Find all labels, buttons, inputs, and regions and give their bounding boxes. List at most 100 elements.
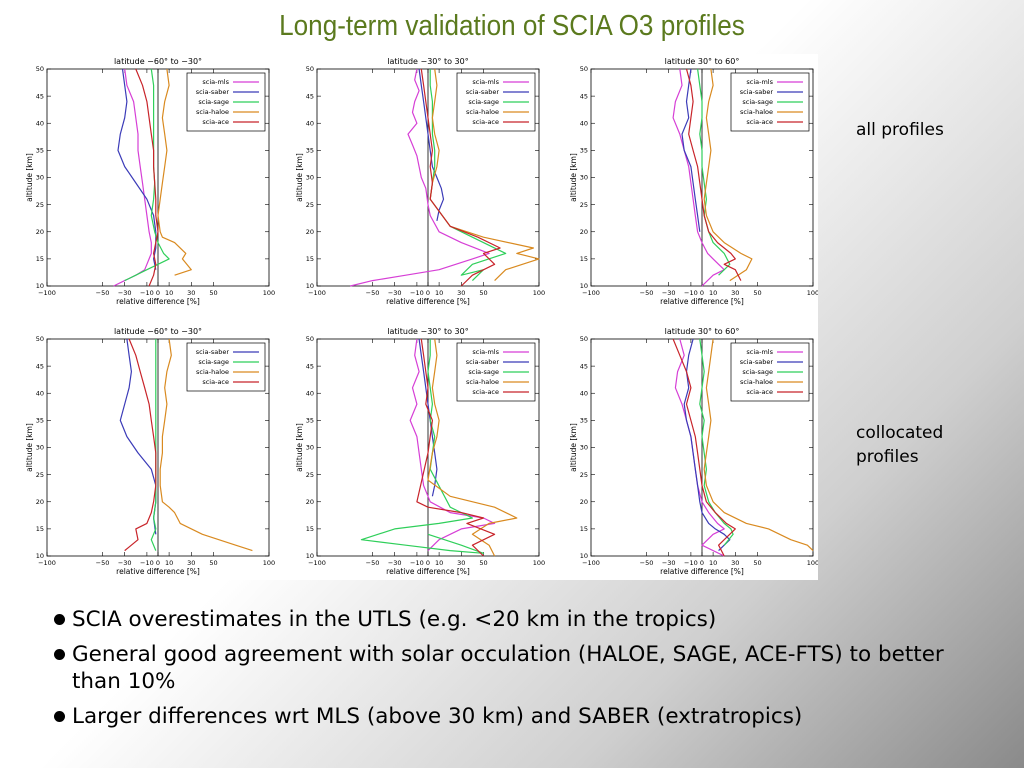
y-tick-label: 45 bbox=[306, 362, 314, 370]
series-line-scia-mls bbox=[350, 68, 490, 287]
y-tick-label: 50 bbox=[36, 65, 44, 73]
series-line-scia-ace bbox=[672, 338, 736, 557]
x-tick-label: 0 bbox=[700, 289, 704, 297]
x-tick-label: 10 bbox=[165, 289, 173, 297]
series-line-scia-mls bbox=[674, 338, 725, 557]
bullet-text: General good agreement with solar occula… bbox=[72, 642, 944, 694]
profile-panel: −100 −50 −30 −10 0 10 30 50 10010152025303540455… bbox=[25, 57, 275, 306]
x-tick-label: 0 bbox=[426, 559, 430, 567]
x-tick-label: 10 bbox=[165, 559, 173, 567]
profile-panel: −100 −50 −30 −10 0 10 30 50 10010152025303540455… bbox=[25, 327, 275, 576]
x-tick-label: −100 bbox=[38, 559, 56, 567]
chart-title: latitude −30° to 30° bbox=[387, 57, 468, 66]
legend-entry: scia-saber bbox=[466, 358, 500, 366]
x-tick-label: 50 bbox=[479, 559, 487, 567]
bullet-text: Larger differences wrt MLS (above 30 km)… bbox=[72, 704, 803, 729]
y-tick-label: 15 bbox=[580, 525, 588, 533]
legend-entry: scia-sage bbox=[198, 98, 229, 106]
x-tick-label: −50 bbox=[366, 559, 380, 567]
x-tick-label: 100 bbox=[533, 289, 545, 297]
x-tick-label: 100 bbox=[533, 559, 545, 567]
legend-entry: scia-ace bbox=[202, 118, 229, 126]
y-tick-label: 30 bbox=[36, 444, 44, 452]
series-line-scia-saber bbox=[681, 68, 701, 232]
legend-entry: scia-haloe bbox=[466, 108, 499, 116]
validation-figure: −100 −50 −30 −10 0 10 30 50 100 10 15 20 25 30 35 40 45 5… bbox=[22, 54, 818, 580]
legend-entry: scia-mls bbox=[746, 78, 773, 86]
legend-entry: scia-saber bbox=[740, 358, 774, 366]
y-tick-label: 30 bbox=[580, 444, 588, 452]
x-tick-label: 30 bbox=[731, 289, 739, 297]
y-tick-label: 30 bbox=[306, 444, 314, 452]
y-tick-label: 40 bbox=[306, 389, 314, 397]
y-tick-label: 15 bbox=[306, 255, 314, 263]
row-label-collocated-profiles: collocated profiles bbox=[856, 423, 944, 467]
x-tick-label: −30 bbox=[388, 289, 402, 297]
x-tick-label: −10 bbox=[410, 559, 424, 567]
chart-title: latitude 30° to 60° bbox=[665, 327, 740, 336]
x-tick-label: −50 bbox=[96, 289, 110, 297]
x-tick-label: 10 bbox=[709, 559, 717, 567]
x-axis-label: relative difference [%] bbox=[386, 567, 470, 576]
y-axis-label: altitude [km] bbox=[25, 153, 34, 202]
x-tick-label: 100 bbox=[807, 289, 818, 297]
y-tick-label: 40 bbox=[580, 119, 588, 127]
y-tick-label: 10 bbox=[36, 282, 44, 290]
y-tick-label: 15 bbox=[36, 525, 44, 533]
x-tick-label: −100 bbox=[582, 289, 600, 297]
x-tick-label: 50 bbox=[753, 559, 761, 567]
y-axis-label: altitude [km] bbox=[569, 153, 578, 202]
y-tick-label: 25 bbox=[306, 471, 314, 479]
series-line-scia-haloe bbox=[703, 68, 753, 282]
legend-entry: scia-saber bbox=[740, 88, 774, 96]
y-tick-label: 45 bbox=[306, 92, 314, 100]
profile-panel: −100 −50 −30 −10 0 10 30 50 10010152025303540455… bbox=[569, 327, 818, 576]
legend-entry: scia-ace bbox=[202, 378, 229, 386]
x-tick-label: −100 bbox=[308, 559, 326, 567]
legend-entry: scia-mls bbox=[746, 348, 773, 356]
y-tick-label: 35 bbox=[306, 147, 314, 155]
y-axis-label: altitude [km] bbox=[569, 423, 578, 472]
legend-entry: scia-haloe bbox=[740, 378, 773, 386]
y-tick-label: 20 bbox=[306, 228, 314, 236]
series-line-scia-mls bbox=[113, 68, 152, 287]
series-line-scia-ace bbox=[124, 338, 157, 552]
y-tick-label: 25 bbox=[580, 471, 588, 479]
series-line-scia-ace bbox=[135, 68, 159, 287]
y-tick-label: 10 bbox=[580, 552, 588, 560]
bullet-item: General good agreement with solar occula… bbox=[54, 641, 974, 695]
y-tick-label: 20 bbox=[306, 498, 314, 506]
x-tick-label: −30 bbox=[118, 559, 132, 567]
x-axis-label: relative difference [%] bbox=[116, 567, 200, 576]
x-tick-label: 50 bbox=[479, 289, 487, 297]
x-tick-label: −10 bbox=[140, 559, 154, 567]
y-tick-label: 10 bbox=[36, 552, 44, 560]
x-tick-label: −100 bbox=[38, 289, 56, 297]
y-tick-label: 10 bbox=[306, 552, 314, 560]
x-tick-label: 30 bbox=[457, 559, 465, 567]
series-line-scia-saber bbox=[119, 338, 157, 535]
y-tick-label: 35 bbox=[306, 417, 314, 425]
x-tick-label: 100 bbox=[807, 559, 818, 567]
y-tick-label: 15 bbox=[306, 525, 314, 533]
profile-panel: −100 −50 −30 −10 0 10 30 50 10010152025303540455… bbox=[295, 327, 545, 576]
legend-entry: scia-saber bbox=[196, 88, 230, 96]
legend: scia-mls scia-saber scia-sage scia-haloe sci… bbox=[456, 342, 536, 402]
y-axis-label: altitude [km] bbox=[295, 423, 304, 472]
y-tick-label: 35 bbox=[580, 417, 588, 425]
y-tick-label: 45 bbox=[580, 362, 588, 370]
legend: scia-mls scia-saber scia-sage scia-haloe sci… bbox=[730, 72, 810, 132]
x-tick-label: −10 bbox=[684, 289, 698, 297]
series-line-scia-ace bbox=[416, 338, 496, 557]
legend-entry: scia-haloe bbox=[196, 108, 229, 116]
legend: scia-mls scia-saber scia-sage scia-haloe sci… bbox=[730, 342, 810, 402]
x-tick-label: 30 bbox=[187, 559, 195, 567]
legend-entry: scia-ace bbox=[472, 118, 499, 126]
y-tick-label: 40 bbox=[36, 389, 44, 397]
x-tick-label: 50 bbox=[209, 289, 217, 297]
y-tick-label: 45 bbox=[36, 362, 44, 370]
series-line-scia-saber bbox=[683, 338, 731, 552]
y-tick-label: 45 bbox=[580, 92, 588, 100]
x-tick-label: −10 bbox=[140, 289, 154, 297]
y-tick-label: 20 bbox=[580, 498, 588, 506]
